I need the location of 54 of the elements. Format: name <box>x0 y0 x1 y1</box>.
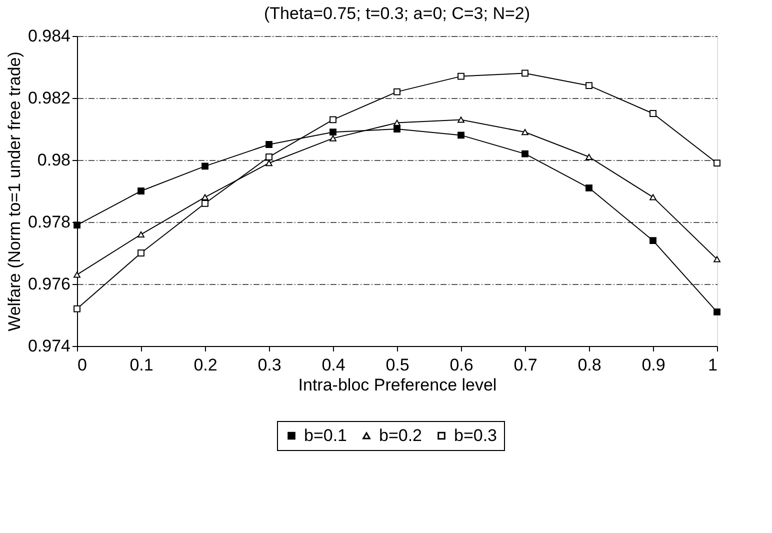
point <box>458 72 464 80</box>
point <box>138 250 144 256</box>
point <box>202 194 208 200</box>
x-tick-label: 0.7 <box>514 356 538 374</box>
point <box>714 308 720 316</box>
y-tick-label: 0.982 <box>28 88 70 108</box>
y-tick-label: 0.98 <box>37 150 70 170</box>
x-tick-label: 0.4 <box>322 356 346 374</box>
point <box>458 116 464 123</box>
y-axis-title: Welfare (Norm to=1 under free trade) <box>4 52 24 332</box>
legend-label: b=0.3 <box>454 426 498 445</box>
point <box>202 162 208 170</box>
y-tick-label: 0.978 <box>28 212 70 232</box>
chart-title: (Theta=0.75; t=0.3; a=0; C=3; N=2) <box>264 4 530 23</box>
point <box>650 237 656 244</box>
point <box>458 132 464 139</box>
point <box>266 160 272 166</box>
point <box>586 82 592 90</box>
x-tick-label: 0.9 <box>642 356 666 374</box>
point <box>586 154 592 160</box>
point <box>650 194 656 200</box>
point <box>586 184 592 192</box>
point <box>522 70 528 77</box>
point <box>266 141 272 148</box>
point <box>330 116 336 124</box>
point <box>650 110 656 117</box>
point <box>522 150 528 158</box>
point <box>138 231 144 238</box>
point <box>202 200 208 207</box>
point <box>394 88 400 96</box>
point <box>266 153 272 160</box>
x-tick-label: 0 <box>78 356 87 374</box>
x-tick-label: 0.1 <box>130 356 154 374</box>
point <box>522 129 528 136</box>
point <box>394 120 400 126</box>
y-tick-label: 0.984 <box>28 26 70 46</box>
point <box>714 256 720 262</box>
point <box>330 128 336 136</box>
point <box>394 126 400 132</box>
point <box>138 188 144 194</box>
x-tick-label: 0.3 <box>258 356 282 374</box>
x-tick-label: 0.8 <box>578 356 602 374</box>
point <box>714 160 720 167</box>
x-tick-label: 1 <box>708 356 718 374</box>
y-tick-label: 0.976 <box>28 274 70 294</box>
y-tick-label: 0.974 <box>28 336 70 356</box>
x-tick-label: 0.5 <box>386 356 410 374</box>
x-tick-label: 0.6 <box>450 356 474 374</box>
point <box>74 305 80 312</box>
x-tick-label: 0.2 <box>194 356 218 374</box>
x-axis-title: Intra-bloc Preference level <box>298 376 497 394</box>
legend-label: b=0.1 <box>304 426 348 445</box>
legend-label: b=0.2 <box>379 426 422 445</box>
point <box>330 135 336 142</box>
